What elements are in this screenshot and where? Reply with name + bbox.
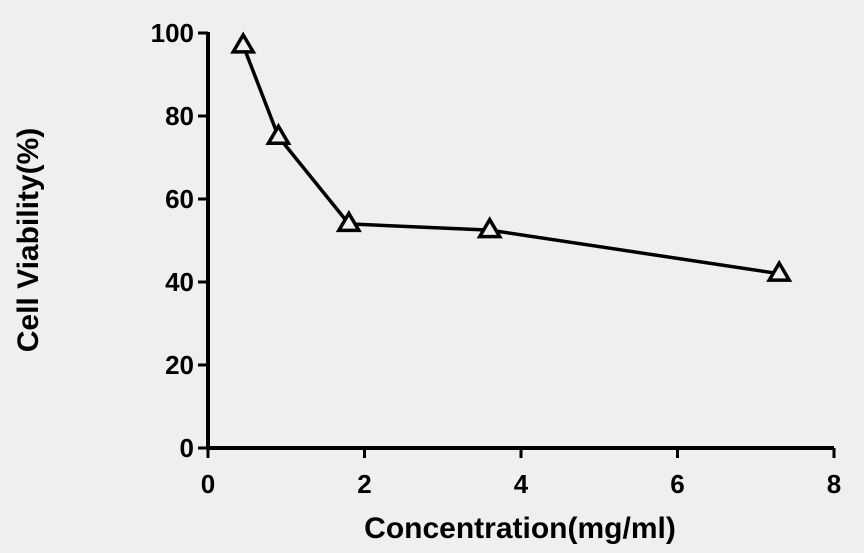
axes bbox=[206, 32, 834, 450]
data-point-marker bbox=[335, 209, 362, 233]
y-tick-label: 20 bbox=[165, 350, 194, 380]
y-tick-label: 100 bbox=[151, 18, 194, 48]
x-tick-label: 4 bbox=[514, 469, 529, 499]
x-axis-label: Concentration(mg/ml) bbox=[364, 512, 676, 545]
data-point-marker bbox=[230, 31, 257, 54]
x-tick-label: 0 bbox=[201, 469, 215, 499]
y-tick-label: 40 bbox=[165, 267, 194, 297]
data-point-marker bbox=[476, 216, 503, 239]
data-point-marker bbox=[265, 122, 292, 145]
y-tick-label: 60 bbox=[165, 184, 194, 214]
y-axis-label: Cell Viability(%) bbox=[12, 128, 45, 353]
data-point-marker bbox=[766, 259, 793, 282]
y-tick-label: 80 bbox=[165, 101, 194, 131]
x-tick-label: 2 bbox=[357, 469, 371, 499]
x-tick-label: 8 bbox=[827, 469, 841, 499]
series bbox=[230, 31, 793, 282]
series-line bbox=[241, 44, 780, 276]
x-tick-label: 6 bbox=[670, 469, 684, 499]
y-tick-label: 0 bbox=[180, 433, 194, 463]
